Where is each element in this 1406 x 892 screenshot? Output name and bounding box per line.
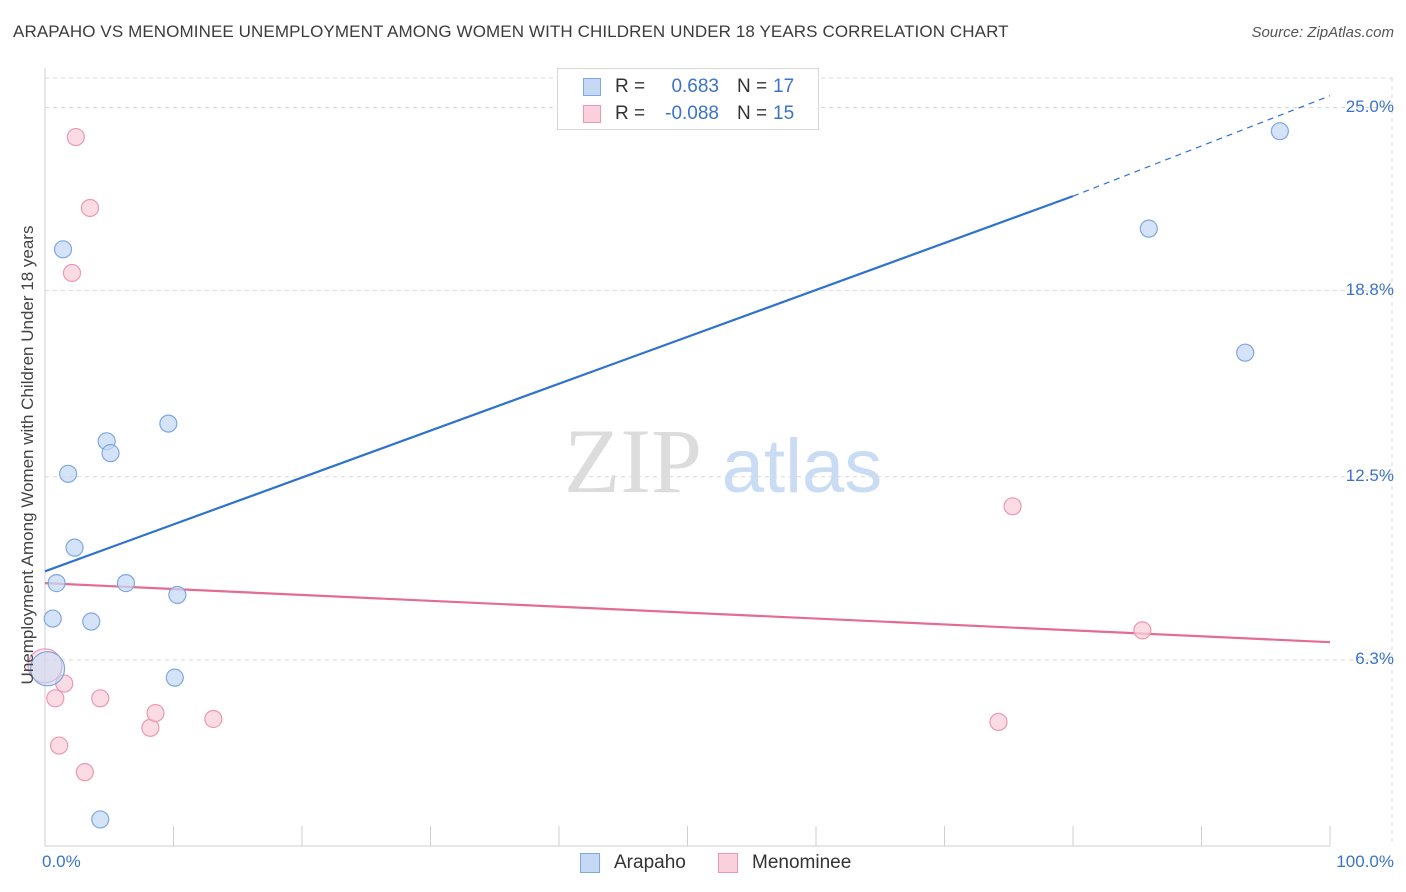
menominee-swatch — [583, 105, 601, 123]
stats-row-arapaho: R = 0.683 N = 17 — [558, 73, 818, 99]
arapaho-trendline — [44, 195, 1074, 573]
watermark-atlas: atlas — [722, 424, 883, 509]
menominee-point — [80, 198, 100, 218]
arapaho-point — [1236, 343, 1255, 362]
watermark: ZIP atlas — [564, 410, 882, 512]
arapaho-point — [47, 574, 66, 593]
menominee-point — [204, 709, 223, 729]
arapaho-point — [159, 414, 178, 433]
menominee-point — [62, 263, 82, 283]
r-label: R = — [615, 76, 646, 97]
arapaho-trendline-extension — [1072, 95, 1331, 197]
y-tick-label: 18.8% — [1345, 279, 1394, 299]
menominee-point — [50, 736, 69, 755]
stats-legend: R = 0.683 N = 17 R = -0.088 N = 15 — [557, 68, 819, 130]
y-axis-title: Unemployment Among Women with Children U… — [18, 225, 37, 685]
y-tick-label: 12.5% — [1345, 465, 1394, 485]
y-tick-label: 25.0% — [1345, 96, 1394, 116]
legend-label: Menominee — [752, 852, 852, 873]
menominee-point — [46, 689, 65, 708]
r-value: 0.683 — [671, 76, 719, 97]
menominee-point — [66, 127, 85, 147]
n-label: N = — [737, 103, 768, 124]
n-value: 15 — [773, 103, 795, 124]
arapaho-point — [59, 464, 78, 483]
axes — [44, 68, 1331, 847]
y-tick-label: 6.3% — [1355, 648, 1394, 668]
arapaho-point — [1139, 219, 1158, 238]
x-tick-label: 0.0% — [42, 852, 81, 871]
legend-label: Arapaho — [614, 852, 686, 873]
menominee-point — [1003, 497, 1022, 516]
n-value: 17 — [773, 76, 795, 97]
menominee-point — [75, 763, 94, 782]
menominee-point — [91, 689, 110, 708]
arapaho-swatch — [583, 78, 601, 96]
arapaho-point — [65, 538, 84, 557]
data-points — [27, 122, 1289, 829]
arapaho-point — [101, 444, 120, 463]
stats-row-menominee: R = -0.088 N = 15 — [558, 100, 818, 126]
arapaho-point — [91, 810, 110, 829]
menominee-legend-swatch — [718, 853, 738, 873]
source-label: Source: ZipAtlas.com — [1251, 24, 1394, 41]
watermark-zip: ZIP — [564, 410, 702, 512]
arapaho-point — [168, 585, 187, 605]
arapaho-point — [43, 609, 62, 628]
menominee-point — [146, 703, 165, 723]
arapaho-point — [165, 668, 184, 687]
menominee-point — [989, 712, 1008, 732]
r-label: R = — [615, 103, 646, 124]
arapaho-legend-swatch — [580, 853, 600, 873]
chart-title: ARAPAHO VS MENOMINEE UNEMPLOYMENT AMONG … — [13, 22, 1009, 41]
gridlines — [45, 77, 1395, 846]
arapaho-point — [1270, 122, 1289, 141]
menominee-point — [1133, 621, 1152, 640]
x-tick-label: 100.0% — [1336, 852, 1394, 871]
r-value: -0.088 — [665, 103, 719, 124]
arapaho-point — [29, 651, 66, 687]
arapaho-point — [116, 574, 136, 593]
trendlines — [44, 95, 1331, 644]
menominee-trendline — [44, 582, 1331, 644]
n-label: N = — [737, 76, 768, 97]
arapaho-point — [53, 240, 73, 259]
arapaho-point — [82, 612, 101, 631]
